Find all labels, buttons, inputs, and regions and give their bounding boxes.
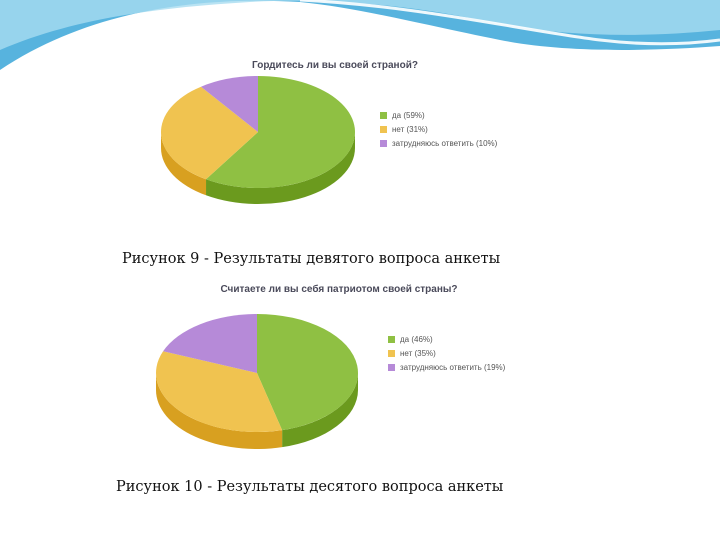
legend-swatch: [380, 111, 387, 119]
chart-10-legend-label-unsure: затрудняюсь ответить (19%): [400, 362, 506, 372]
legend-swatch: [388, 335, 395, 343]
chart-9-legend-item-no: нет (31%): [380, 122, 497, 136]
chart-10-slice-side-yes: [282, 373, 358, 448]
chart-10-slice-unsure: [163, 314, 257, 373]
chart-9-slice-side-no: [161, 132, 207, 196]
legend-swatch: [380, 139, 387, 147]
chart-9-legend-label-no: нет (31%): [392, 124, 428, 134]
chart-10-slice-yes: [257, 314, 358, 431]
chart-10-pie: [156, 314, 358, 449]
chart-9-legend-label-yes: да (59%): [392, 110, 425, 120]
chart-10-title: Считаете ли вы себя патриотом своей стра…: [220, 284, 458, 295]
header-decoration: [0, 0, 720, 79]
chart-10-panel: Считаете ли вы себя патриотом своей стра…: [150, 276, 528, 462]
chart-10-legend-item-unsure: затрудняюсь ответить (19%): [388, 360, 505, 374]
chart-9-slice-no: [161, 86, 258, 180]
figure-9-caption: Рисунок 9 - Результаты девятого вопроса …: [122, 251, 501, 267]
chart-9-legend-label-unsure: затрудняюсь ответить (10%): [392, 138, 498, 148]
chart-9-title: Гордитесь ли вы своей страной?: [252, 60, 418, 71]
chart-9-panel: Гордитесь ли вы своей страной? да (59%) …: [150, 48, 520, 248]
chart-9-slice-yes: [206, 76, 355, 188]
chart-10-legend: да (46%) нет (35%) затрудняюсь ответить …: [388, 332, 505, 374]
chart-10-legend-label-yes: да (46%): [400, 334, 433, 344]
chart-10-legend-label-no: нет (35%): [400, 348, 436, 358]
chart-9-pie: [161, 76, 355, 204]
chart-9-legend: да (59%) нет (31%) затрудняюсь ответить …: [380, 108, 497, 150]
chart-10-slice-side-no: [156, 373, 283, 449]
chart-9-legend-item-yes: да (59%): [380, 108, 497, 122]
chart-9-slice-side-yes: [206, 132, 355, 204]
legend-swatch: [380, 125, 387, 133]
chart-10-slice-no: [156, 351, 283, 432]
legend-swatch: [388, 349, 395, 357]
figure-10-caption: Рисунок 10 - Результаты десятого вопроса…: [116, 479, 504, 495]
chart-9-slice-unsure: [200, 76, 258, 132]
chart-10-legend-item-yes: да (46%): [388, 332, 505, 346]
legend-swatch: [388, 363, 395, 371]
chart-10-legend-item-no: нет (35%): [388, 346, 505, 360]
chart-9-legend-item-unsure: затрудняюсь ответить (10%): [380, 136, 497, 150]
